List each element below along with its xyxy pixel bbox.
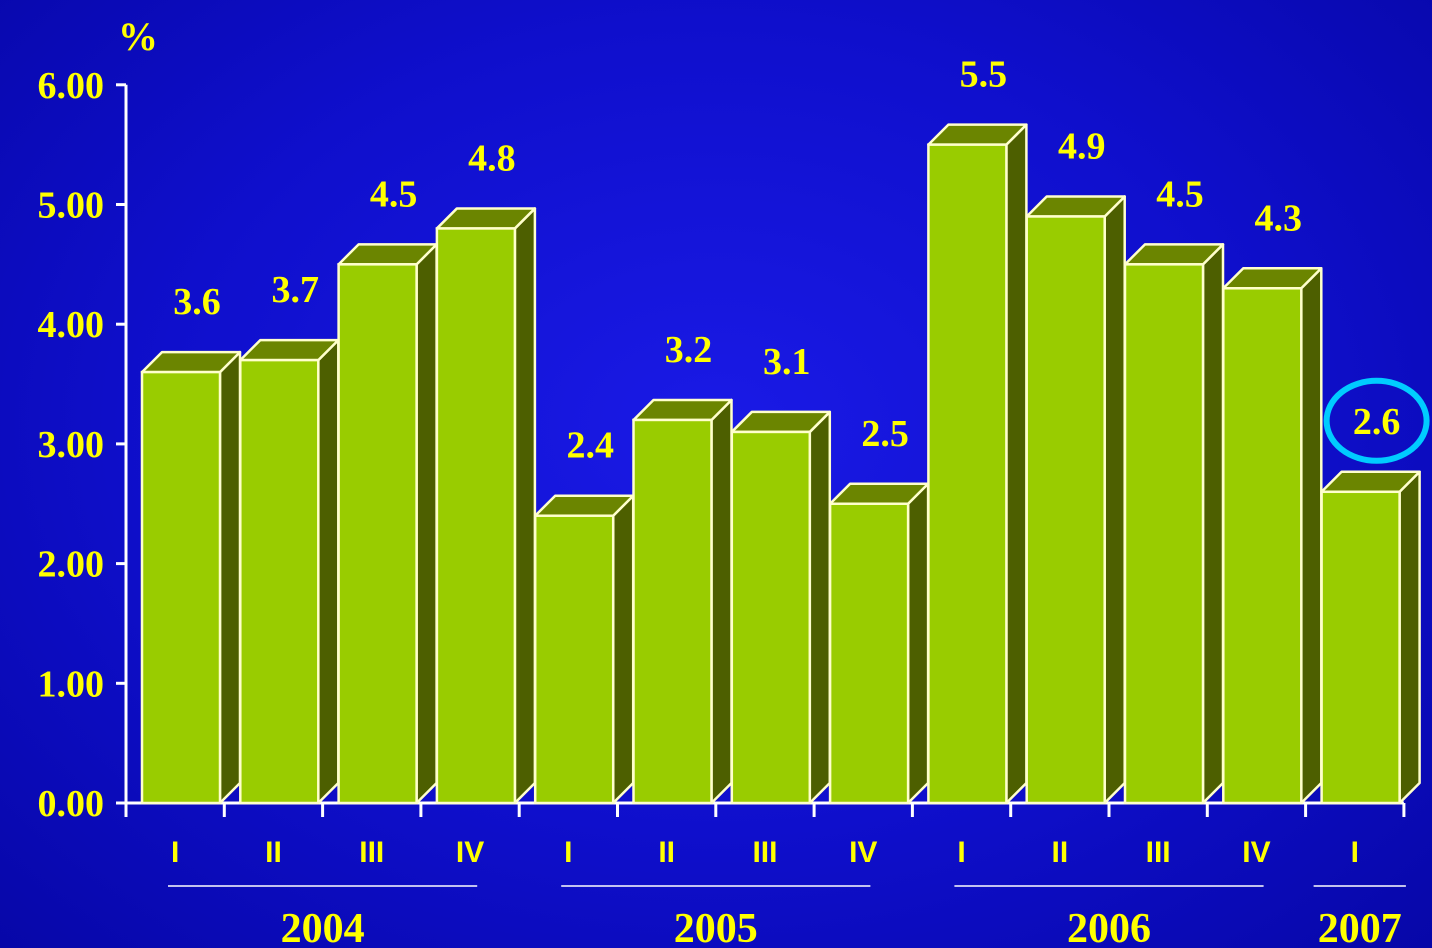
data-label: 3.2: [665, 329, 713, 371]
bars: [140, 123, 1421, 805]
x-tick-label: III: [1146, 836, 1171, 869]
bar-front-face: [730, 430, 812, 805]
x-tick-label: I: [564, 836, 572, 869]
bar-side-face: [1103, 195, 1126, 805]
x-tick-label: I: [171, 836, 179, 869]
x-tick-label: I: [1351, 836, 1359, 869]
bar-front-face: [828, 502, 910, 805]
year-group-label: 2004: [281, 906, 365, 948]
y-tick-label: 0.00: [38, 783, 105, 825]
bar-side-face: [808, 410, 832, 805]
bar-front-face: [239, 358, 320, 805]
bar-4: [533, 494, 635, 805]
bar-1: [239, 338, 340, 805]
bar-5: [632, 398, 733, 805]
bar-0: [140, 350, 242, 805]
x-tick-label: III: [359, 836, 384, 869]
bar-front-face: [1025, 215, 1106, 805]
data-label: 4.3: [1255, 197, 1303, 239]
bar-10: [1123, 243, 1225, 805]
bar-front-face: [140, 370, 222, 805]
x-tick-label: II: [1052, 836, 1069, 869]
data-label: 3.7: [272, 269, 320, 311]
x-tick-label: II: [265, 836, 282, 869]
y-tick-labels: 0.00 1.00 2.00 3.00 4.00 5.00 6.00: [38, 65, 105, 825]
bar-side-face: [513, 207, 537, 805]
x-tick-label: III: [752, 836, 777, 869]
data-label: 2.5: [861, 413, 909, 455]
bar-6: [730, 410, 832, 805]
x-tick-label: IV: [1242, 836, 1270, 869]
y-tick-label: 1.00: [38, 663, 105, 705]
bar-7: [828, 482, 930, 805]
data-labels: 3.6 3.7 4.5 4.8 2.4 3.2 3.1 2.5 5.5 4.9 4.5 4.3 2.6: [173, 54, 1430, 467]
data-label: 3.6: [173, 281, 221, 323]
year-group-label: 2006: [1067, 906, 1151, 948]
bar-side-face: [1005, 123, 1028, 805]
data-label: 4.8: [468, 137, 516, 179]
highlight-ring-icon: [1323, 377, 1430, 464]
bar-side-face: [415, 243, 438, 805]
bar-12: [1320, 470, 1421, 805]
bar-front-face: [1320, 490, 1401, 805]
bar-9: [1025, 195, 1126, 805]
year-group-labels: 2004 2005 2006 2007: [168, 885, 1406, 948]
data-label: 4.5: [1156, 173, 1204, 215]
bar-2: [337, 243, 438, 805]
bar-8: [927, 123, 1028, 805]
bar-3: [435, 207, 537, 805]
bar-front-face: [533, 514, 615, 805]
x-tick-label: II: [658, 836, 675, 869]
y-tick-label: 2.00: [38, 544, 105, 586]
bar-side-face: [611, 494, 635, 805]
data-label: 3.1: [763, 341, 811, 383]
data-label: 2.6: [1353, 401, 1401, 443]
data-label: 4.9: [1058, 125, 1106, 167]
y-tick-label: 3.00: [38, 424, 105, 466]
x-tick-label: IV: [849, 836, 877, 869]
bar-front-face: [927, 143, 1008, 805]
bar-side-face: [906, 482, 930, 805]
bar-front-face: [337, 263, 418, 805]
y-tick-label: 5.00: [38, 185, 105, 227]
data-label: 5.5: [960, 54, 1008, 96]
bar-side-face: [1398, 470, 1421, 805]
y-tick-label: 6.00: [38, 65, 105, 107]
bar-front-face: [1123, 263, 1205, 805]
data-label: 2.4: [566, 425, 614, 467]
y-tick-label: 4.00: [38, 304, 105, 346]
bar-front-face: [1222, 287, 1303, 805]
bar-side-face: [218, 350, 242, 805]
bar-front-face: [435, 227, 517, 805]
data-label: 4.5: [370, 173, 418, 215]
y-axis-unit-label: %: [118, 14, 158, 59]
x-tick-labels: I II III IV I II III IV I II III IV I: [171, 836, 1359, 869]
bar-side-face: [1201, 243, 1225, 805]
bar-side-face: [1300, 267, 1323, 805]
bar-11: [1222, 267, 1323, 805]
bar-side-face: [317, 338, 340, 805]
bar-side-face: [710, 398, 733, 805]
x-tick-label: I: [957, 836, 965, 869]
x-tick-label: IV: [456, 836, 484, 869]
year-group-label: 2007: [1318, 906, 1402, 948]
year-group-label: 2005: [674, 906, 758, 948]
bar-front-face: [632, 418, 713, 805]
